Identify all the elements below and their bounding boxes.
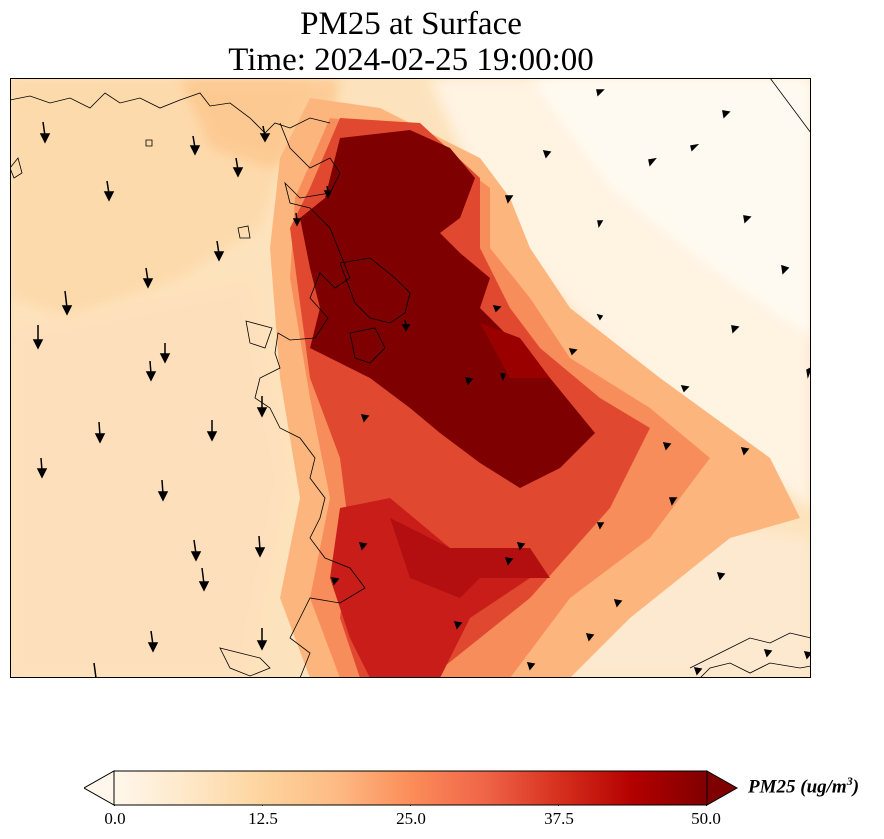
chart-subtitle-time: Time: 2024-02-25 19:00:00 <box>228 42 594 78</box>
colorbar <box>84 770 739 806</box>
colorbar-label-close: ) <box>852 776 860 798</box>
colorbar-label-text: PM25 (ug/m <box>748 776 847 798</box>
colorbar-tick-label: 0.0 <box>104 809 126 828</box>
plume-south <box>330 498 530 678</box>
plume-south-core <box>390 518 550 598</box>
haze-west-lower <box>10 278 290 678</box>
colorbar-label: PM25 (ug/m3) <box>748 774 859 798</box>
clean-air-east-bright <box>530 78 811 338</box>
colorbar-extend-low <box>84 770 115 806</box>
colorbar-extend-high <box>706 770 739 806</box>
map-frame <box>10 78 811 678</box>
plume-core-east <box>480 323 550 378</box>
plume-core <box>300 130 595 488</box>
pm25-map <box>10 78 811 678</box>
chart-title: PM25 at Surface <box>300 6 522 42</box>
colorbar-gradient <box>113 770 708 806</box>
coastlines <box>10 78 811 678</box>
colorbar-tick-label: 25.0 <box>396 809 426 828</box>
colorbar-tick-label: 12.5 <box>248 809 278 828</box>
colorbar-tick-label: 37.5 <box>544 809 574 828</box>
colorbar-tick-label: 50.0 <box>691 809 721 828</box>
colorbar-label-exponent: 3 <box>846 774 853 788</box>
